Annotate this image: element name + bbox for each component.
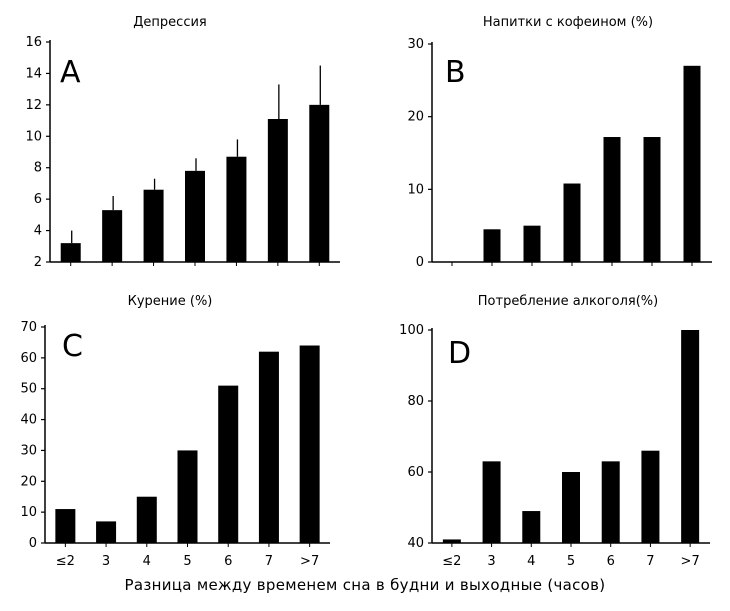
bar — [483, 229, 501, 262]
y-tick-label: 10 — [407, 182, 424, 197]
bar — [185, 170, 205, 262]
bar — [136, 496, 157, 543]
y-tick-label: 10 — [25, 129, 42, 144]
y-tick-label: 20 — [407, 110, 424, 125]
y-tick-label: 6 — [34, 192, 42, 207]
x-tick-label: 7 — [265, 554, 273, 569]
x-tick-label: ≤2 — [442, 554, 461, 569]
bar — [523, 225, 541, 262]
bar — [218, 385, 239, 543]
y-tick-label: 60 — [20, 351, 37, 366]
bar — [309, 104, 330, 262]
x-tick-label: >7 — [681, 554, 700, 569]
y-tick-label: 60 — [407, 465, 424, 480]
bar — [226, 156, 247, 262]
y-tick-label: 0 — [29, 536, 37, 551]
x-tick-label: 6 — [224, 554, 232, 569]
bar — [563, 183, 581, 262]
panel-letter: A — [60, 55, 81, 90]
y-tick-label: 12 — [25, 98, 42, 113]
y-tick-label: 80 — [407, 394, 424, 409]
y-tick-label: 2 — [34, 255, 42, 270]
bar — [683, 65, 701, 262]
bar — [60, 243, 81, 262]
x-tick-label: 5 — [567, 554, 575, 569]
y-tick-label: 100 — [399, 323, 424, 338]
bar — [55, 509, 76, 543]
bar — [641, 450, 660, 543]
y-tick-label: 40 — [407, 536, 424, 551]
panel-title: Напитки с кофеином (%) — [483, 15, 653, 30]
y-tick-label: 70 — [20, 320, 37, 335]
bar — [603, 137, 621, 262]
y-tick-label: 0 — [416, 255, 424, 270]
y-tick-label: 30 — [20, 443, 37, 458]
x-axis-caption: Разница между временем сна в будни и вых… — [125, 576, 606, 594]
panel-title: Потребление алкоголя(%) — [478, 294, 658, 309]
bar — [681, 330, 700, 543]
y-tick-label: 20 — [20, 474, 37, 489]
y-tick-label: 10 — [20, 505, 37, 520]
panel-letter: B — [445, 55, 466, 90]
panel-c: Курение (%) C 0 10 20 30 40 50 60 70 ≤2 3 4 5 6 7 >7 — [20, 294, 330, 569]
panel-a: Депрессия A 2 4 6 8 10 12 14 16 — [25, 15, 340, 270]
bar — [601, 461, 620, 543]
y-tick-label: 50 — [20, 382, 37, 397]
panel-title: Депрессия — [133, 15, 206, 30]
x-tick-label: 6 — [607, 554, 615, 569]
bar — [482, 461, 501, 543]
panel-letter: D — [448, 336, 471, 371]
x-tick-label: 7 — [646, 554, 654, 569]
bar — [143, 189, 164, 262]
y-tick-label: 16 — [25, 35, 42, 50]
bar — [177, 450, 198, 543]
x-tick-label: 5 — [183, 554, 191, 569]
y-tick-label: 30 — [407, 37, 424, 52]
y-tick-label: 8 — [34, 161, 42, 176]
y-tick-label: 14 — [25, 66, 42, 81]
bar — [442, 539, 461, 543]
x-tick-label: 3 — [487, 554, 495, 569]
bar — [643, 137, 661, 262]
x-tick-label: 4 — [143, 554, 151, 569]
x-tick-label: 4 — [527, 554, 535, 569]
x-tick-label: 3 — [102, 554, 110, 569]
x-tick-label: ≤2 — [56, 554, 75, 569]
bar — [562, 472, 580, 543]
bar — [299, 345, 320, 543]
bar — [522, 511, 541, 543]
panel-title: Курение (%) — [128, 294, 213, 309]
bar — [258, 351, 279, 543]
y-tick-label: 4 — [34, 224, 42, 239]
x-tick-label: >7 — [300, 554, 319, 569]
bar — [102, 210, 123, 262]
y-tick-label: 40 — [20, 413, 37, 428]
bar — [267, 119, 288, 262]
panel-d: Потребление алкоголя(%) D 40 60 80 100 ≤2 3 4 5 6 7… — [399, 294, 710, 569]
bar — [96, 521, 117, 543]
panel-letter: C — [62, 329, 83, 364]
panel-b: Напитки с кофеином (%) B 0 10 20 30 — [407, 15, 712, 270]
